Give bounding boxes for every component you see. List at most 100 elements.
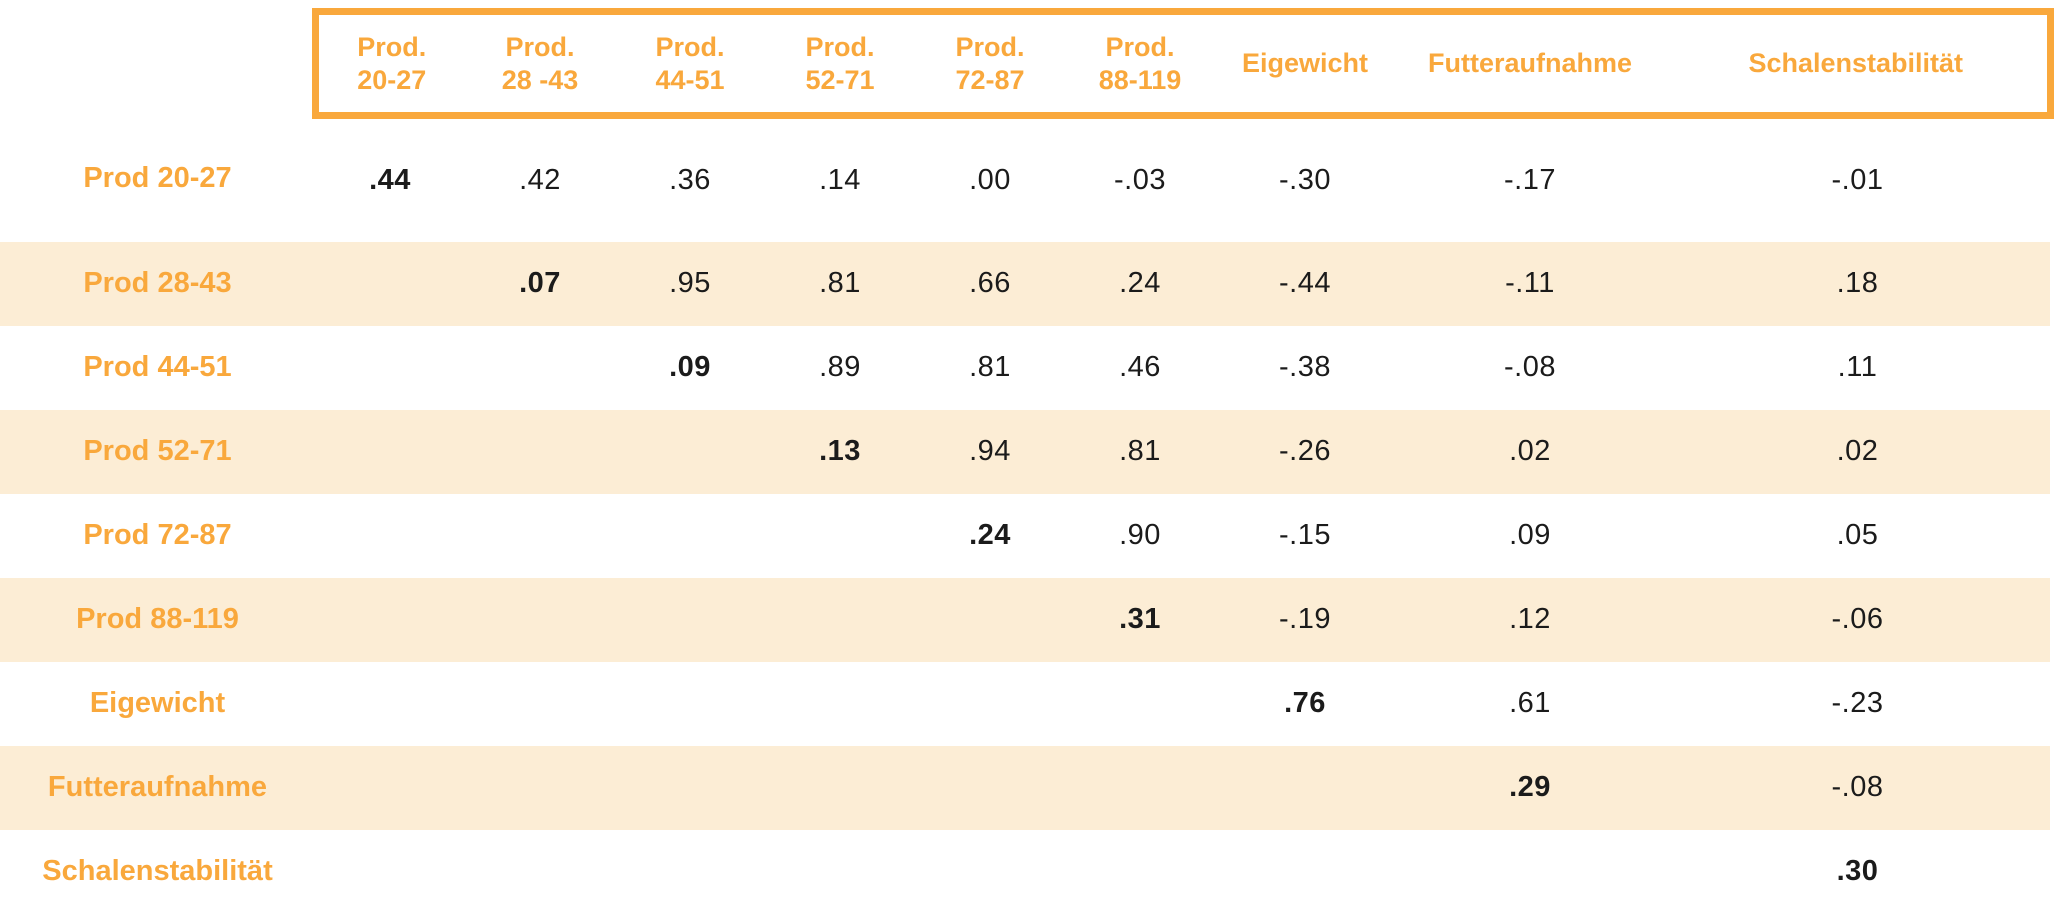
cell-r8-c2 xyxy=(615,830,765,910)
table-row: Prod 72-87 .24 .90 -.15 .09 .05 xyxy=(0,494,2050,578)
col-header-prod-28-43: Prod. 28 -43 xyxy=(465,8,615,119)
col-header-eigewicht: Eigewicht xyxy=(1215,8,1395,119)
cell-r2-c8: .11 xyxy=(1837,351,1878,383)
cell-r2-c3: .89 xyxy=(819,351,861,383)
row-label: Schalenstabilität xyxy=(42,855,273,887)
col-header-text: Schalenstabilität xyxy=(1748,48,1964,78)
table-header: Prod. 20-27 Prod. 28 -43 Prod. 44-51 Pro… xyxy=(0,8,2054,119)
col-header-futteraufnahme: Futteraufnahme xyxy=(1395,8,1665,119)
cell-r3-c8: .02 xyxy=(1836,435,1879,467)
col-header-prod-20-27: Prod. 20-27 xyxy=(311,8,465,119)
cell-r5-c5: .31 xyxy=(1119,603,1161,635)
cell-r4-c0 xyxy=(315,494,465,578)
col-header-text: 28 -43 xyxy=(501,64,579,95)
table-row: Prod 52-71 .13 .94 .81 -.26 .02 .02 xyxy=(0,409,2050,494)
cell-r0-c2: .36 xyxy=(669,163,711,196)
row-label: Prod 20-27 xyxy=(83,162,232,194)
cell-r2-c4: .81 xyxy=(969,351,1011,383)
cell-r6-c7: .61 xyxy=(1509,687,1551,719)
cell-r5-c2 xyxy=(615,578,765,662)
col-header-prod-52-71: Prod. 52-71 xyxy=(765,8,915,119)
correlation-table: Prod. 20-27 Prod. 28 -43 Prod. 44-51 Pro… xyxy=(0,8,2054,910)
row-label: Prod 88-119 xyxy=(76,603,239,635)
cell-r8-c0 xyxy=(315,830,465,910)
col-header-text: 72-87 xyxy=(955,64,1025,95)
col-header-text: 44-51 xyxy=(655,64,725,95)
cell-r5-c4 xyxy=(915,578,1065,662)
cell-r0-c3: .14 xyxy=(819,163,861,196)
table-row: Prod 28-43 .07 .95 .81 .66 .24 -.44 -.11… xyxy=(0,241,2050,326)
cell-r7-c8: -.08 xyxy=(1831,771,1884,803)
cell-r1-c4: .66 xyxy=(969,267,1011,299)
cell-r0-c8: -.01 xyxy=(1831,163,1884,196)
cell-r2-c0 xyxy=(315,326,465,410)
cell-r6-c3 xyxy=(765,662,915,746)
cell-r6-c5 xyxy=(1065,662,1215,746)
col-header-prod-88-119: Prod. 88-119 xyxy=(1065,8,1215,119)
cell-r5-c0 xyxy=(315,578,465,662)
col-header-text: Eigewicht xyxy=(1241,48,1369,78)
cell-r6-c0 xyxy=(315,662,465,746)
cell-r0-c4: .00 xyxy=(969,163,1011,196)
cell-r7-c7: .29 xyxy=(1509,771,1551,803)
cell-r0-c6: -.30 xyxy=(1279,163,1331,196)
cell-r4-c7: .09 xyxy=(1509,519,1551,551)
col-header-text: Prod. xyxy=(505,31,575,62)
cell-r8-c3 xyxy=(765,830,915,910)
cell-r8-c8: .30 xyxy=(1836,855,1879,887)
table-row: Eigewicht .76 .61 -.23 xyxy=(0,662,2050,746)
cell-r8-c7 xyxy=(1395,830,1665,910)
cell-r7-c3 xyxy=(765,746,915,830)
cell-r6-c1 xyxy=(465,662,615,746)
col-header-text: Futteraufnahme xyxy=(1427,48,1633,78)
cell-r7-c2 xyxy=(615,746,765,830)
cell-r2-c5: .46 xyxy=(1119,351,1161,383)
cell-r8-c4 xyxy=(915,830,1065,910)
cell-r8-c5 xyxy=(1065,830,1215,910)
cell-r4-c8: .05 xyxy=(1836,519,1879,551)
cell-r2-c7: -.08 xyxy=(1504,351,1556,383)
cell-r6-c2 xyxy=(615,662,765,746)
cell-r8-c1 xyxy=(465,830,615,910)
cell-r3-c6: -.26 xyxy=(1279,435,1331,467)
row-label: Futteraufnahme xyxy=(47,771,268,803)
cell-r4-c3 xyxy=(765,494,915,578)
cell-r3-c4: .94 xyxy=(969,435,1011,467)
cell-r3-c2 xyxy=(615,410,765,494)
header-row: Prod. 20-27 Prod. 28 -43 Prod. 44-51 Pro… xyxy=(0,8,2054,119)
cell-r7-c1 xyxy=(465,746,615,830)
cell-r2-c2: .09 xyxy=(669,351,711,383)
corner-cell xyxy=(0,11,315,116)
cell-r3-c3: .13 xyxy=(819,435,861,467)
row-label: Prod 52-71 xyxy=(83,435,232,467)
col-header-text: 20-27 xyxy=(357,64,427,95)
cell-r0-c0: .44 xyxy=(369,163,411,196)
table-row: Prod 20-27 .44 .42 .36 .14 .00 -.03 -.30… xyxy=(0,116,2050,242)
cell-r4-c2 xyxy=(615,494,765,578)
col-header-text: Prod. xyxy=(955,31,1025,62)
row-label: Prod 44-51 xyxy=(83,351,232,383)
row-label: Prod 28-43 xyxy=(83,267,232,299)
cell-r4-c4: .24 xyxy=(969,519,1011,551)
col-header-text: Prod. xyxy=(357,31,427,62)
cell-r5-c1 xyxy=(465,578,615,662)
cell-r1-c3: .81 xyxy=(819,267,861,299)
cell-r0-c5: -.03 xyxy=(1114,163,1166,196)
cell-r7-c5 xyxy=(1065,746,1215,830)
cell-r2-c1 xyxy=(465,326,615,410)
cell-r5-c3 xyxy=(765,578,915,662)
cell-r7-c4 xyxy=(915,746,1065,830)
row-label: Prod 72-87 xyxy=(83,519,232,551)
cell-r5-c7: .12 xyxy=(1509,603,1551,635)
cell-r3-c1 xyxy=(465,410,615,494)
cell-r6-c6: .76 xyxy=(1284,687,1326,719)
cell-r5-c8: -.06 xyxy=(1831,603,1884,635)
cell-r4-c1 xyxy=(465,494,615,578)
col-header-schalenstabilitaet: Schalenstabilität xyxy=(1665,8,2054,119)
col-header-text: Prod. xyxy=(805,31,875,62)
cell-r6-c4 xyxy=(915,662,1065,746)
cell-r5-c6: -.19 xyxy=(1279,603,1331,635)
cell-r3-c5: .81 xyxy=(1119,435,1161,467)
table-row: Schalenstabilität .30 xyxy=(0,830,2050,910)
cell-r7-c6 xyxy=(1215,746,1395,830)
